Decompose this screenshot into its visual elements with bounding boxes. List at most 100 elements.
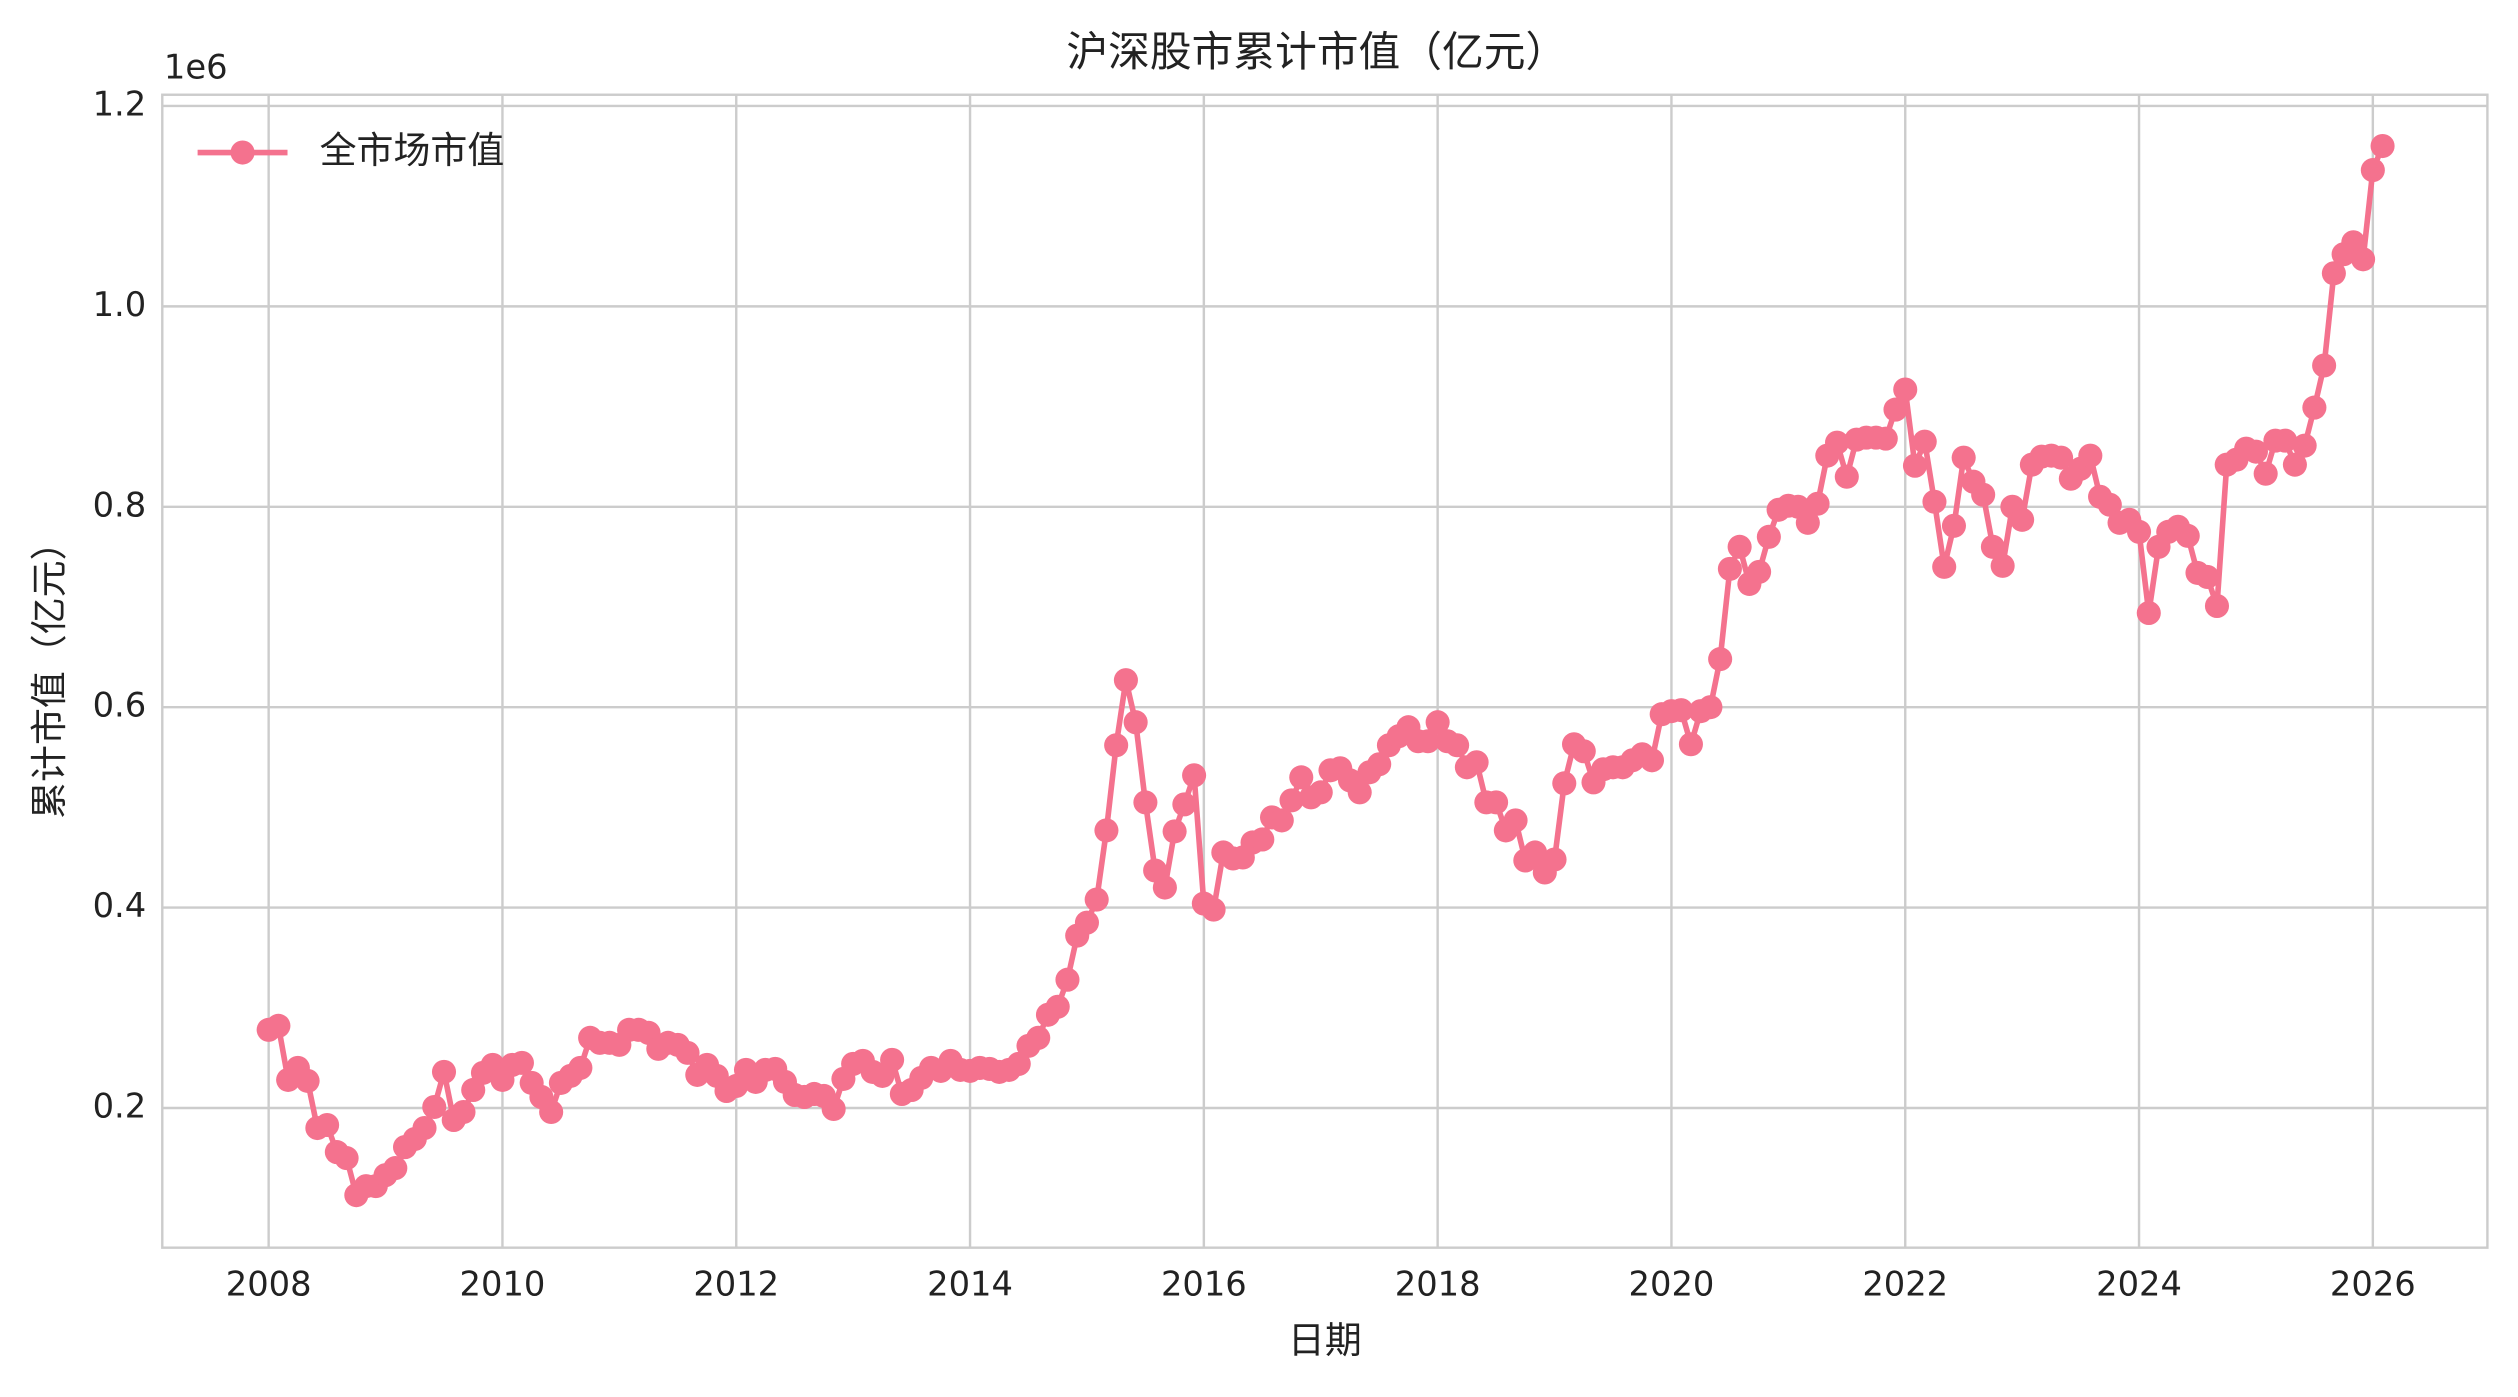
data-point <box>2312 353 2337 378</box>
data-point <box>1201 897 1226 922</box>
data-point <box>2049 445 2074 470</box>
data-point <box>1006 1051 1031 1076</box>
data-point <box>1250 827 1275 852</box>
y-offset-label: 1e6 <box>164 48 228 87</box>
data-point <box>1133 790 1158 815</box>
data-point <box>1708 647 1733 672</box>
x-tick-label: 2018 <box>1395 1265 1481 1304</box>
data-point <box>1308 780 1333 805</box>
data-point <box>1162 819 1187 844</box>
data-point <box>1182 763 1207 788</box>
data-point <box>509 1050 534 1075</box>
data-point <box>451 1099 476 1125</box>
data-point <box>2204 593 2230 619</box>
data-point <box>2078 443 2103 468</box>
data-point <box>1717 556 1742 581</box>
data-point <box>1990 553 2015 578</box>
data-point <box>1922 489 1947 514</box>
data-point <box>1552 771 1577 796</box>
data-point <box>1055 967 1080 992</box>
x-tick-label: 2024 <box>2096 1265 2182 1304</box>
data-point <box>1542 847 1567 872</box>
data-point <box>1445 733 1470 758</box>
chart-title: 沪深股市累计市值（亿元） <box>1066 27 1567 76</box>
data-point <box>1347 780 1372 805</box>
x-tick-label: 2014 <box>927 1265 1013 1304</box>
data-point <box>2292 433 2317 458</box>
data-point <box>2360 158 2385 183</box>
data-point <box>2370 133 2395 159</box>
data-point <box>2273 428 2298 453</box>
data-point <box>1464 750 1489 775</box>
data-point <box>1932 554 1957 579</box>
data-point <box>2195 564 2220 589</box>
y-tick-label: 0.4 <box>93 886 147 925</box>
data-point <box>1902 453 1928 478</box>
data-point <box>1152 875 1177 900</box>
y-tick-label: 1.0 <box>93 285 147 324</box>
data-point <box>2321 261 2346 286</box>
data-point <box>1571 739 1596 764</box>
x-tick-label: 2026 <box>2330 1265 2416 1304</box>
data-point <box>1756 524 1781 549</box>
y-tick-label: 1.2 <box>93 84 147 123</box>
y-tick-label: 0.2 <box>93 1086 147 1125</box>
data-point <box>568 1055 593 1080</box>
data-point <box>1279 788 1304 813</box>
x-axis-label: 日期 <box>1288 1319 1362 1362</box>
data-point <box>315 1112 340 1138</box>
data-point <box>1795 510 1820 535</box>
data-point <box>539 1099 564 1125</box>
data-point <box>295 1068 320 1093</box>
data-point <box>1094 818 1119 843</box>
data-point <box>880 1047 905 1072</box>
data-point <box>1503 808 1528 833</box>
data-point <box>1883 397 1908 422</box>
data-point <box>1941 513 1966 538</box>
data-point <box>1805 491 1830 516</box>
data-point <box>1425 710 1450 735</box>
data-point <box>1104 733 1129 758</box>
x-tick-label: 2022 <box>1862 1265 1948 1304</box>
data-point <box>1269 808 1294 833</box>
data-point <box>2302 395 2327 420</box>
legend-marker <box>230 140 255 165</box>
x-tick-label: 2010 <box>460 1265 546 1304</box>
x-tick-label: 2012 <box>693 1265 779 1304</box>
data-point <box>1084 887 1109 912</box>
data-point <box>1873 426 1898 451</box>
data-point <box>1893 377 1918 402</box>
data-point <box>1523 840 1548 865</box>
data-point <box>1912 429 1937 454</box>
data-point <box>334 1146 359 1171</box>
data-point <box>2243 439 2268 464</box>
data-point <box>422 1094 447 1120</box>
data-point <box>1951 445 1976 470</box>
data-point <box>2282 452 2307 477</box>
data-point <box>2136 600 2161 626</box>
plot-frame <box>161 93 2489 1249</box>
data-point <box>2097 492 2122 517</box>
data-point <box>1971 482 1996 507</box>
data-point <box>2126 519 2152 544</box>
data-point <box>1678 732 1703 757</box>
legend-label: 全市场市值 <box>320 129 505 172</box>
data-point <box>412 1115 437 1141</box>
data-point <box>1074 910 1099 935</box>
y-axis-label: 累计市值（亿元） <box>28 524 71 819</box>
data-point <box>266 1013 291 1038</box>
y-tick-label: 0.8 <box>93 485 147 524</box>
data-point <box>2253 461 2278 486</box>
data-point <box>1747 559 1772 584</box>
data-point <box>1669 698 1694 723</box>
data-point <box>431 1059 457 1084</box>
data-point <box>2010 507 2035 532</box>
data-point <box>1026 1025 1051 1050</box>
data-point <box>1727 534 1752 559</box>
data-point <box>821 1096 846 1122</box>
data-point <box>1367 752 1392 777</box>
data-point <box>383 1156 408 1181</box>
